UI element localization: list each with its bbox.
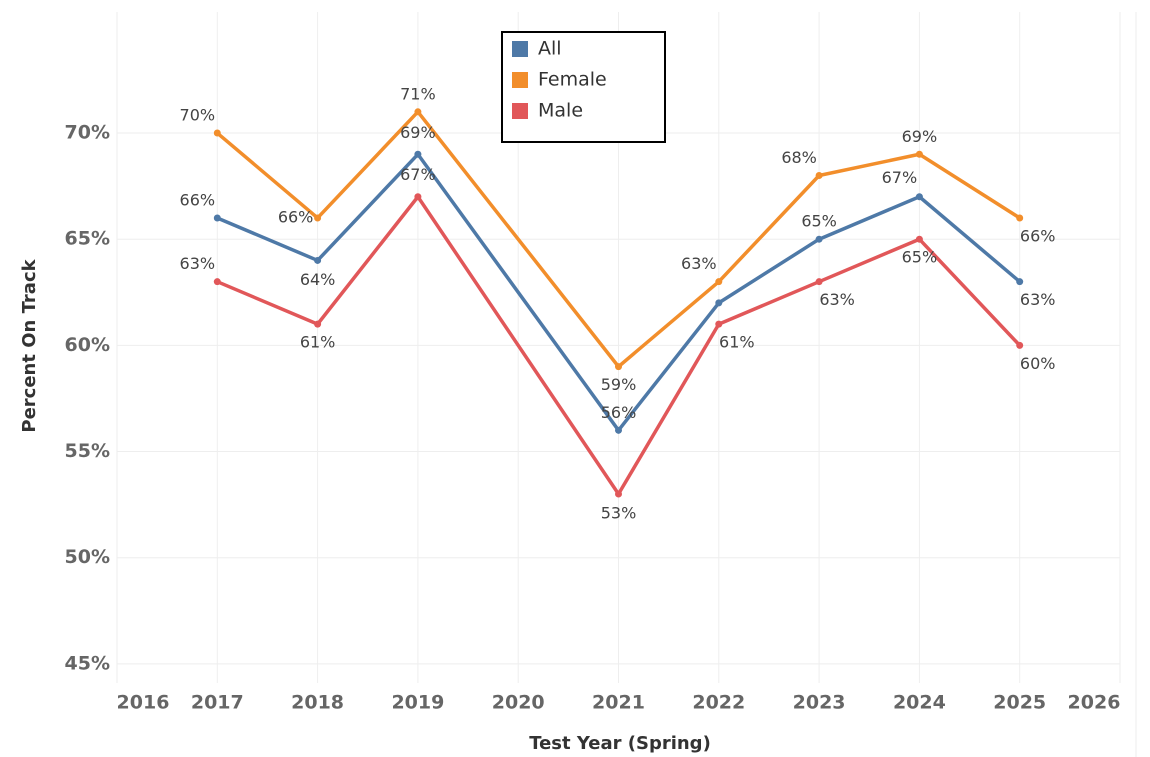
data-point [213,214,221,222]
x-tick-label: 2021 [592,692,645,714]
data-label: 66% [1020,226,1056,245]
x-axis-title: Test Year (Spring) [529,733,711,754]
data-label: 59% [601,375,637,394]
x-tick-label: 2019 [391,692,444,714]
data-point [715,320,723,328]
legend-swatch [512,103,528,119]
data-label: 69% [400,123,436,142]
data-point [314,214,322,222]
data-point [213,129,221,137]
data-point [915,193,923,201]
y-tick-label: 50% [65,546,110,568]
legend-label: Female [538,69,607,91]
data-label: 63% [681,254,717,273]
series-line [216,110,1021,369]
data-point [815,278,823,286]
y-tick-label: 65% [65,228,110,250]
data-label: 63% [1020,290,1056,309]
data-label: 65% [902,248,938,267]
legend-swatch [512,41,528,57]
data-label: 69% [902,127,938,146]
data-point [414,150,422,158]
data-point [615,490,622,498]
data-point [715,278,723,286]
legend-label: Male [538,100,583,122]
x-tick-label: 2016 [117,692,170,714]
legend-box [501,31,666,143]
y-tick-label: 45% [65,652,110,674]
y-tick-label: 60% [65,334,110,356]
data-label: 67% [882,168,918,187]
data-label: 53% [601,504,637,523]
data-point [1016,341,1024,349]
data-point [314,320,322,328]
legend-label: All [538,38,562,60]
x-tick-label: 2022 [692,692,745,714]
y-axis-title: Percent On Track [19,258,40,432]
data-label: 67% [400,165,436,184]
data-label: 63% [819,290,855,309]
data-point [915,235,923,243]
data-label: 66% [180,190,216,209]
series-line [216,152,1021,433]
y-tick-label: 55% [65,440,110,462]
data-label: 60% [1020,354,1056,373]
data-point [414,108,422,116]
data-point [715,299,723,307]
x-tick-label: 2025 [993,692,1046,714]
data-point [615,426,622,434]
data-label: 66% [278,207,314,226]
data-label: 70% [180,106,216,125]
data-point [815,235,823,243]
data-label: 61% [719,333,755,352]
data-label: 56% [601,403,637,422]
y-tick-label: 70% [65,122,110,144]
x-tick-label: 2020 [492,692,545,714]
data-point [414,193,422,201]
data-point [615,363,622,371]
data-label: 68% [781,148,817,167]
data-point [915,150,923,158]
x-tick-label: 2023 [793,692,846,714]
data-point [815,172,823,180]
series-line [216,194,1021,496]
data-point [1016,278,1024,286]
data-point [1016,214,1024,222]
data-point [213,278,221,286]
data-label: 61% [300,333,336,352]
data-label: 64% [300,270,336,289]
x-tick-label: 2024 [893,692,946,714]
data-label: 71% [400,84,436,103]
x-tick-label: 2026 [1068,692,1121,714]
data-point [314,256,322,264]
legend-swatch [512,72,528,88]
x-tick-label: 2018 [291,692,344,714]
x-tick-label: 2017 [191,692,244,714]
data-label: 65% [801,212,837,231]
data-label: 63% [180,254,216,273]
